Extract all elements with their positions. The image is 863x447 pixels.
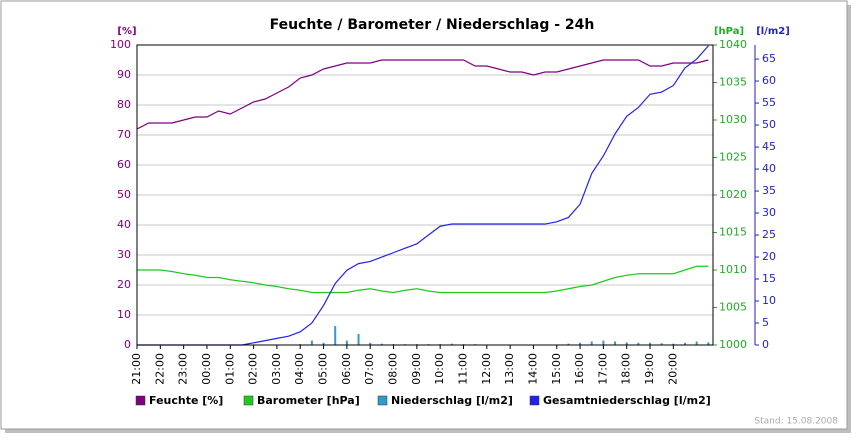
bar [696,341,698,345]
legend-swatch [136,396,145,405]
bar [358,334,360,345]
y-tick-label: 20 [117,278,131,291]
y-tick-label: 40 [117,218,131,231]
legend-label: Niederschlag [l/m2] [391,394,513,407]
y3-tick-label: 10 [762,294,776,307]
x-tick-label: 20:00 [666,353,679,385]
y3-tick-label: 30 [762,206,776,219]
legend-swatch [530,396,539,405]
y-tick-label: 0 [124,338,131,351]
x-tick-label: 19:00 [643,353,656,385]
x-tick-label: 07:00 [363,353,376,385]
x-tick-label: 21:00 [130,353,143,385]
legend-label: Feuchte [%] [149,394,223,407]
bar [591,341,593,345]
y-tick-label: 90 [117,68,131,81]
bar [614,341,616,345]
x-tick-label: 17:00 [596,353,609,385]
y3-axis-label: [l/m2] [756,26,790,37]
y2-tick-label: 1005 [719,301,747,314]
y3-tick-label: 55 [762,96,776,109]
y3-tick-label: 65 [762,52,776,65]
y3-tick-label: 60 [762,74,776,87]
y2-tick-label: 1025 [719,151,747,164]
y-tick-label: 50 [117,188,131,201]
x-tick-label: 03:00 [270,353,283,385]
y2-tick-label: 1040 [719,38,747,51]
bar [346,341,348,345]
y2-axis-label: [hPa] [714,26,744,37]
y2-tick-label: 1010 [719,263,747,276]
y3-tick-label: 50 [762,118,776,131]
x-tick-label: 08:00 [387,353,400,385]
x-tick-label: 10:00 [433,353,446,385]
y3-tick-label: 25 [762,228,776,241]
x-tick-label: 06:00 [340,353,353,385]
y-axis-label: [%] [117,26,136,37]
y-tick-label: 30 [117,248,131,261]
x-tick-label: 02:00 [247,353,260,385]
x-tick-label: 18:00 [620,353,633,385]
legend-label: Gesamtniederschlag [l/m2] [543,394,711,407]
y3-tick-label: 15 [762,272,776,285]
x-tick-label: 14:00 [526,353,539,385]
y3-tick-label: 5 [762,316,769,329]
x-tick-label: 01:00 [223,353,236,385]
legend-label: Barometer [hPa] [257,394,360,407]
y3-tick-label: 45 [762,140,776,153]
y2-tick-label: 1015 [719,226,747,239]
chart-title: Feuchte / Barometer / Niederschlag - 24h [270,17,595,33]
y2-tick-label: 1000 [719,338,747,351]
y3-tick-label: 40 [762,162,776,175]
bar [602,341,604,345]
y2-tick-label: 1020 [719,188,747,201]
x-tick-label: 13:00 [503,353,516,385]
x-tick-label: 11:00 [456,353,469,385]
bar [311,341,313,345]
y3-tick-label: 35 [762,184,776,197]
y-tick-label: 10 [117,308,131,321]
legend-swatch [244,396,253,405]
y-tick-label: 70 [117,128,131,141]
y3-tick-label: 0 [762,338,769,351]
x-tick-label: 23:00 [177,353,190,385]
x-tick-label: 15:00 [550,353,563,385]
y-tick-label: 60 [117,158,131,171]
x-tick-label: 00:00 [200,353,213,385]
x-tick-label: 04:00 [293,353,306,385]
x-tick-label: 16:00 [573,353,586,385]
y2-tick-label: 1030 [719,113,747,126]
bar [334,326,336,345]
y-tick-label: 80 [117,98,131,111]
y2-tick-label: 1035 [719,76,747,89]
footer: Stand: 15.08.2008 [754,417,838,427]
legend-swatch [378,396,387,405]
x-tick-label: 12:00 [480,353,493,385]
y-tick-label: 100 [110,38,131,51]
x-tick-label: 22:00 [153,353,166,385]
x-tick-label: 09:00 [410,353,423,385]
x-tick-label: 05:00 [317,353,330,385]
y3-tick-label: 20 [762,250,776,263]
